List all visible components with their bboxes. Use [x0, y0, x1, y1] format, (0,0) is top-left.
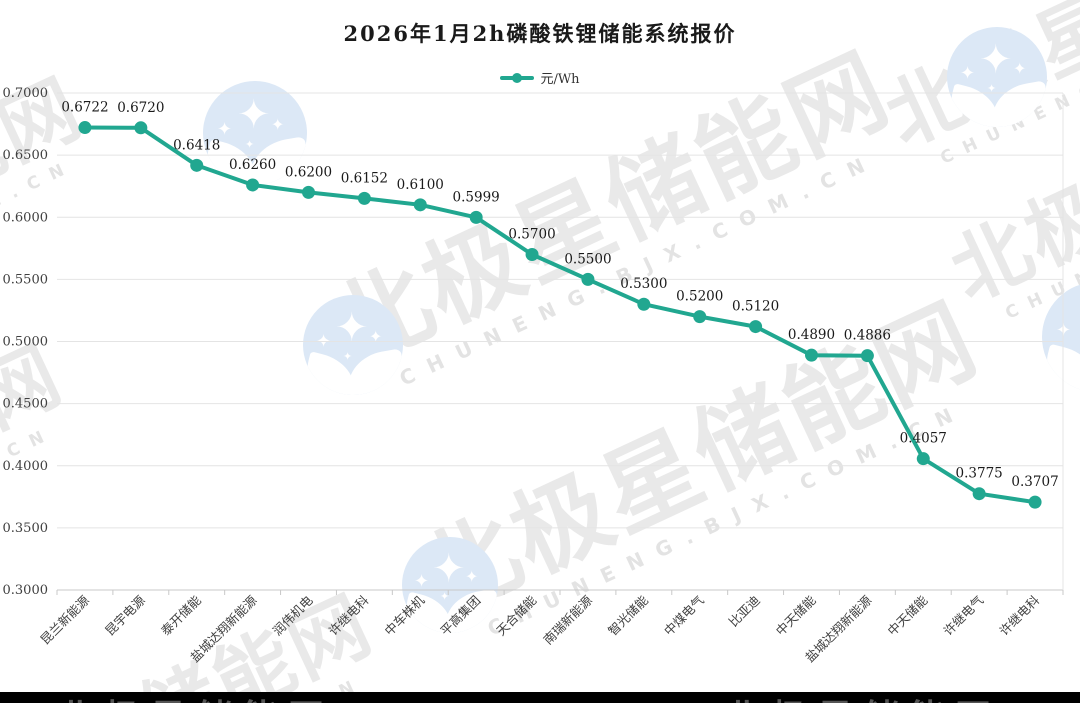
- y-axis-tick-label: 0.3500: [3, 521, 49, 536]
- data-point-value-label: 0.5200: [676, 289, 723, 305]
- x-axis-category-label[interactable]: 比亚迪: [726, 593, 763, 630]
- y-axis-tick-label: 0.4000: [3, 459, 49, 474]
- data-point-value-label: 0.4886: [844, 328, 891, 344]
- y-axis-tick-label: 0.4500: [3, 397, 49, 412]
- data-point-value-label: 0.5120: [732, 299, 779, 315]
- footer-watermark-fragment: 北极星储能网: [725, 692, 1001, 703]
- y-axis-tick-label: 0.6500: [3, 148, 49, 163]
- data-point-value-label: 0.3707: [1011, 474, 1058, 490]
- data-point-marker[interactable]: [916, 452, 930, 466]
- x-axis-category-label[interactable]: 润伟机电: [270, 592, 316, 638]
- x-axis-category-label[interactable]: 中天储能: [884, 592, 930, 638]
- x-axis-category-label[interactable]: 许继电科: [326, 592, 372, 638]
- data-point-marker[interactable]: [805, 348, 818, 362]
- data-point-value-label: 0.5700: [508, 227, 555, 243]
- x-axis-category-label[interactable]: 昆宇电源: [102, 592, 148, 638]
- legend-line-marker-icon: [500, 72, 535, 83]
- legend: 元/Wh: [0, 68, 1080, 87]
- data-point-value-label: 0.6152: [341, 170, 388, 186]
- y-axis-tick-label: 0.6000: [3, 210, 49, 225]
- data-point-value-label: 0.4057: [900, 431, 947, 447]
- x-axis-category-label[interactable]: 中车株机: [381, 592, 427, 638]
- x-axis-category-label[interactable]: 南瑞新能源: [540, 592, 595, 647]
- data-point-marker[interactable]: [413, 198, 427, 212]
- y-axis-tick-label: 0.5000: [3, 335, 49, 350]
- x-axis-category-label[interactable]: 中天储能: [773, 592, 819, 638]
- data-point-marker[interactable]: [246, 178, 260, 192]
- data-point-marker[interactable]: [693, 310, 707, 324]
- data-point-value-label: 0.5500: [564, 251, 611, 267]
- data-point-value-label: 0.5300: [620, 276, 667, 292]
- data-point-value-label: 0.6200: [285, 164, 332, 180]
- data-point-marker[interactable]: [972, 487, 986, 501]
- x-axis-category-label[interactable]: 中煤电气: [661, 592, 707, 638]
- data-point-marker[interactable]: [860, 349, 874, 363]
- x-axis-category-label[interactable]: 天合储能: [493, 592, 539, 638]
- data-point-marker[interactable]: [78, 121, 92, 135]
- x-axis-category-label[interactable]: 许继电科: [996, 592, 1042, 638]
- data-point-value-label: 0.6720: [117, 100, 164, 116]
- data-point-marker[interactable]: [525, 248, 539, 262]
- data-point-value-label: 0.5999: [453, 189, 500, 205]
- data-point-marker[interactable]: [469, 210, 483, 224]
- data-point-marker[interactable]: [357, 191, 371, 205]
- legend-item[interactable]: 元/Wh: [500, 68, 580, 87]
- x-axis-category-label[interactable]: 昆兰新能源: [37, 592, 92, 647]
- data-point-value-label: 0.4890: [788, 327, 835, 343]
- data-point-value-label: 0.6100: [397, 177, 444, 193]
- data-point-marker[interactable]: [581, 272, 595, 286]
- data-point-marker[interactable]: [637, 297, 651, 311]
- data-point-value-label: 0.3775: [956, 466, 1003, 482]
- data-point-marker[interactable]: [749, 320, 763, 334]
- y-axis-tick-label: 0.7000: [3, 86, 49, 101]
- x-axis-category-label[interactable]: 平高集团: [437, 593, 483, 639]
- data-point-value-label: 0.6722: [61, 100, 108, 116]
- x-axis-category-label[interactable]: 许继电气: [940, 592, 986, 638]
- y-axis-tick-label: 0.5500: [3, 272, 49, 287]
- data-point-value-label: 0.6418: [173, 137, 220, 153]
- y-axis-tick-label: 0.3000: [3, 583, 49, 598]
- data-point-marker[interactable]: [1028, 495, 1042, 509]
- x-axis-category-label[interactable]: 智光储能: [605, 592, 651, 638]
- legend-label: 元/Wh: [540, 72, 580, 87]
- data-point-marker[interactable]: [134, 121, 148, 135]
- price-series-line: [82, 125, 1038, 505]
- data-point-marker[interactable]: [190, 158, 204, 172]
- footer-bar: 北极星储能网 北极星储能网: [0, 692, 1080, 703]
- x-axis-category-label[interactable]: 泰开储能: [158, 592, 204, 638]
- data-point-value-label: 0.6260: [229, 157, 276, 173]
- footer-watermark-fragment: 北极星储能网: [58, 692, 334, 703]
- chart-title: 2026年1月2h磷酸铁锂储能系统报价: [343, 21, 737, 46]
- data-point-marker[interactable]: [302, 185, 315, 199]
